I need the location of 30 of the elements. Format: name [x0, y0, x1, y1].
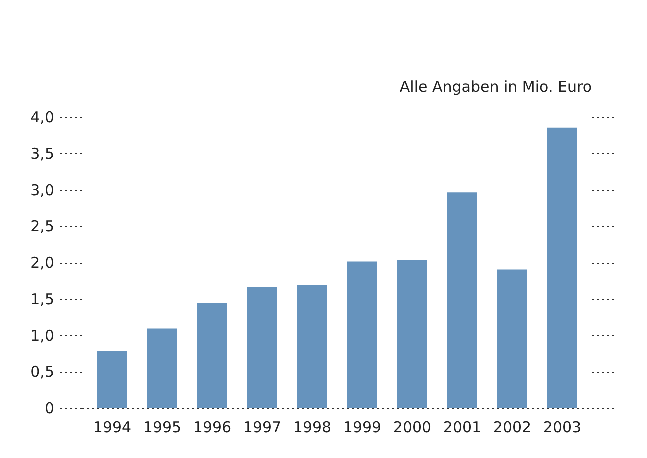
bar — [547, 128, 577, 408]
bar — [147, 328, 177, 408]
y-tick-label: 3,0 — [30, 181, 54, 200]
y-tick-label: 4,0 — [30, 108, 54, 126]
bar — [447, 192, 477, 408]
x-tick-label: 1998 — [293, 418, 332, 436]
text: Alle Angaben in Mio. Euro — [400, 78, 592, 96]
bar — [347, 262, 377, 408]
x-tick-label: 1999 — [343, 418, 382, 436]
x-tick-label: 2002 — [493, 418, 532, 436]
bar — [297, 285, 327, 408]
x-tick-label: 2003 — [543, 418, 582, 436]
bar — [197, 303, 227, 408]
y-tick-label: 3,5 — [30, 144, 54, 163]
bar — [397, 260, 427, 408]
x-tick-label: 2000 — [393, 418, 432, 436]
bar — [247, 287, 277, 408]
x-tick-label: 1995 — [143, 418, 182, 436]
x-tick-label: 1997 — [243, 418, 282, 436]
y-tick-label: 2,5 — [30, 218, 54, 236]
y-tick-label: 0,5 — [30, 363, 54, 382]
x-tick-label: 2001 — [443, 418, 482, 436]
x-tick-label: 1996 — [193, 418, 232, 436]
x-tick-label: 1994 — [93, 418, 132, 436]
bar — [97, 351, 127, 408]
bar — [497, 270, 527, 408]
y-tick-label: 1,5 — [30, 290, 54, 308]
y-tick-label: 1,0 — [30, 326, 54, 345]
y-tick-label: 0 — [44, 400, 54, 418]
y-tick-label: 2,0 — [30, 254, 54, 272]
